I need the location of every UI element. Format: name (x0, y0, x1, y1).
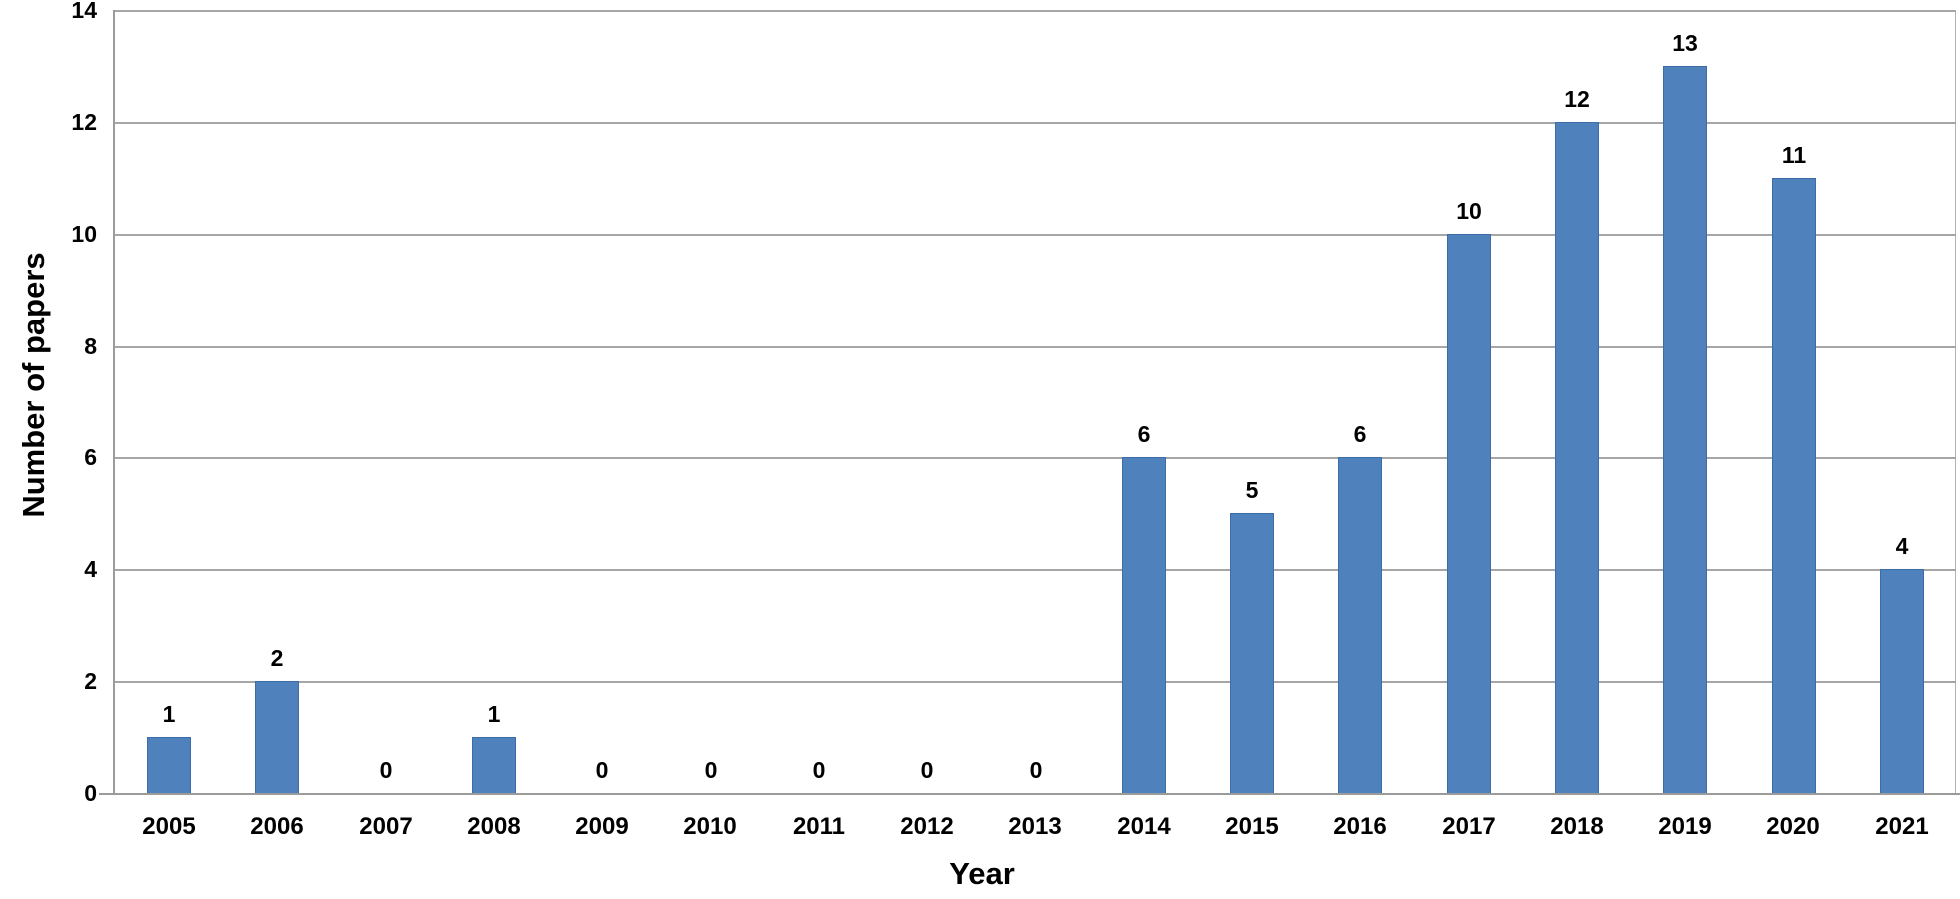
x-tick-label-2008: 2008 (467, 813, 521, 840)
y-axis-line (113, 10, 115, 795)
gridline-y-8 (115, 346, 1956, 348)
gridline-y-2 (115, 681, 1956, 683)
bar-value-label-2009: 0 (595, 757, 609, 783)
bar-2017 (1447, 234, 1491, 793)
y-tick-label-4: 4 (84, 556, 97, 582)
bar-2014 (1122, 457, 1166, 793)
bar-value-label-2008: 1 (487, 701, 501, 727)
bar-value-label-2013: 0 (1029, 757, 1043, 783)
x-axis-title: Year (949, 856, 1015, 891)
x-tick-label-2006: 2006 (250, 813, 304, 840)
bar-2020 (1772, 178, 1816, 793)
bar-value-label-2020: 11 (1781, 142, 1807, 168)
y-tick-label-8: 8 (84, 333, 97, 359)
y-tick-label-12: 12 (71, 109, 97, 135)
x-tick-label-2019: 2019 (1658, 813, 1712, 840)
gridline-y-10 (115, 234, 1956, 236)
x-tick-label-2007: 2007 (359, 813, 413, 840)
bar-2019 (1663, 66, 1707, 793)
bar-value-label-2015: 5 (1245, 477, 1259, 503)
x-tick-label-2012: 2012 (900, 813, 954, 840)
x-tick-label-2014: 2014 (1117, 813, 1171, 840)
x-tick-label-2016: 2016 (1333, 813, 1387, 840)
gridline-y-6 (115, 457, 1956, 459)
bar-value-label-2007: 0 (379, 757, 393, 783)
y-tick-label-14: 14 (71, 0, 97, 23)
bar-value-label-2006: 2 (270, 645, 284, 671)
bar-value-label-2021: 4 (1895, 533, 1909, 559)
x-tick-label-2005: 2005 (142, 813, 196, 840)
bar-value-label-2011: 0 (812, 757, 826, 783)
gridline-y-14 (115, 10, 1956, 12)
x-tick-label-2018: 2018 (1550, 813, 1604, 840)
x-tick-label-2020: 2020 (1766, 813, 1820, 840)
bar-2018 (1555, 122, 1599, 793)
bar-2015 (1230, 513, 1274, 793)
x-tick-label-2011: 2011 (792, 813, 846, 840)
bar-2021 (1880, 569, 1924, 793)
plot-right-border (1955, 10, 1956, 793)
x-tick-label-2017: 2017 (1442, 813, 1496, 840)
bar-value-label-2019: 13 (1672, 30, 1698, 56)
y-tick-label-10: 10 (71, 221, 97, 247)
bar-2008 (472, 737, 516, 793)
x-tick-label-2015: 2015 (1225, 813, 1279, 840)
x-tick-label-2009: 2009 (575, 813, 629, 840)
plot-area: 1 2 0 1 0 0 0 0 0 6 5 6 10 12 13 11 4 (115, 10, 1956, 793)
x-tick-label-2013: 2013 (1008, 813, 1062, 840)
y-tick-label-0: 0 (84, 780, 97, 806)
bar-value-label-2014: 6 (1137, 421, 1151, 447)
bar-value-label-2005: 1 (162, 701, 176, 727)
y-tick-label-2: 2 (84, 668, 97, 694)
bar-value-label-2018: 12 (1564, 86, 1590, 112)
bar-2006 (255, 681, 299, 793)
y-tick-label-6: 6 (84, 444, 97, 470)
bar-value-label-2017: 10 (1456, 198, 1482, 224)
bar-value-label-2016: 6 (1353, 421, 1367, 447)
bar-value-label-2010: 0 (704, 757, 718, 783)
gridline-y-4 (115, 569, 1956, 571)
gridline-y-12 (115, 122, 1956, 124)
x-tick-label-2021: 2021 (1875, 813, 1929, 840)
bar-2005 (147, 737, 191, 793)
x-tick-label-2010: 2010 (683, 813, 737, 840)
bar-2016 (1338, 457, 1382, 793)
y-axis-title: Number of papers (16, 252, 51, 518)
bar-value-label-2012: 0 (920, 757, 934, 783)
x-axis-line (99, 793, 1960, 795)
